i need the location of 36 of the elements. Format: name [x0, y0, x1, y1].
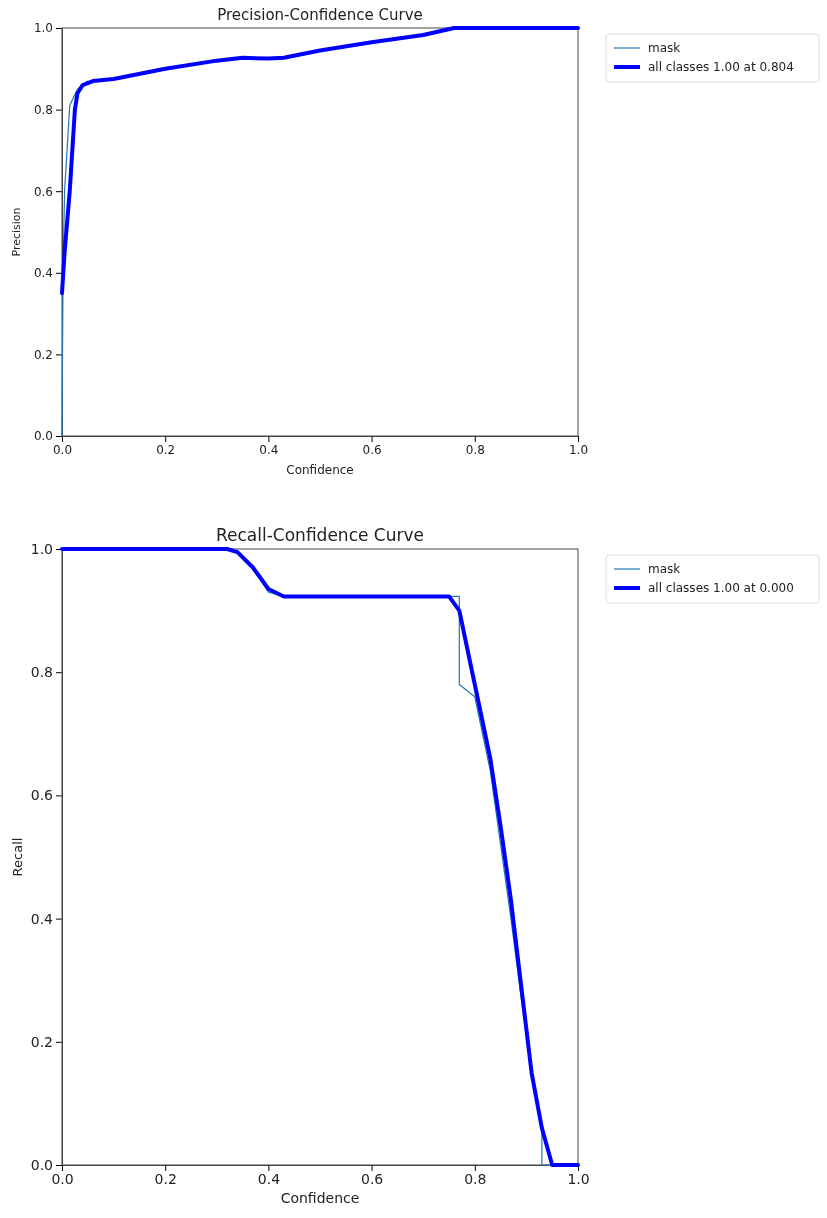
- y-tick-label: 0.4: [33, 266, 53, 281]
- x-tick-label: 0.8: [464, 1170, 487, 1187]
- y-tick-label: 0.8: [33, 102, 53, 117]
- y-tick-label: 0.6: [30, 787, 54, 804]
- x-tick-label: 0.2: [154, 1170, 177, 1187]
- line-series: [60, 547, 580, 1167]
- x-tick-label: 0.0: [52, 442, 73, 457]
- x-tick-label: 0.8: [465, 442, 485, 457]
- legend-label: all classes 1.00 at 0.804: [648, 60, 794, 74]
- x-tick-label: 0.0: [51, 1170, 74, 1187]
- x-tick-label: 0.4: [259, 442, 279, 457]
- x-tick-label: 0.6: [362, 442, 382, 457]
- chart-title: Recall-Confidence Curve: [216, 525, 424, 545]
- x-tick-label: 0.4: [257, 1170, 281, 1187]
- x-tick-label: 1.0: [567, 1170, 590, 1187]
- x-axis-title: Confidence: [280, 1190, 360, 1206]
- legend-label: mask: [648, 562, 681, 576]
- y-tick-label: 1.0: [33, 21, 53, 36]
- chart-title: Precision-Confidence Curve: [217, 6, 423, 24]
- y-axis-title: Recall: [10, 837, 25, 877]
- legend-label: mask: [648, 41, 681, 55]
- y-tick-label: 0.4: [30, 910, 54, 927]
- x-tick-label: 0.2: [156, 442, 176, 457]
- y-axis-title: Precision: [10, 207, 23, 257]
- y-tick-label: 0.2: [30, 1033, 53, 1050]
- y-tick-label: 1.0: [30, 540, 53, 557]
- x-tick-label: 1.0: [568, 442, 589, 457]
- x-tick-label: 0.6: [360, 1170, 384, 1187]
- y-tick-label: 0.0: [30, 1156, 53, 1173]
- x-axis-title: Confidence: [286, 463, 354, 477]
- y-tick-label: 0.8: [30, 664, 53, 681]
- legend-label: all classes 1.00 at 0.000: [648, 581, 794, 595]
- y-tick-label: 0.6: [33, 184, 53, 199]
- y-tick-label: 0.0: [33, 429, 53, 444]
- y-tick-label: 0.2: [33, 347, 53, 362]
- line-series: [60, 26, 580, 296]
